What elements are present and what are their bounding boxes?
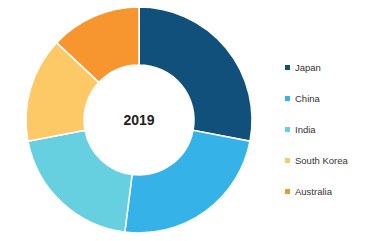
donut-slice bbox=[28, 130, 132, 232]
slices bbox=[26, 7, 252, 233]
chart-svg: 2019 Japan China India South Korea Australia bbox=[0, 0, 390, 241]
legend-swatch bbox=[285, 96, 290, 101]
donut-slice bbox=[139, 7, 252, 141]
legend-swatch bbox=[285, 65, 290, 70]
legend-swatch bbox=[285, 127, 290, 132]
donut-slice bbox=[57, 7, 139, 82]
legend: Japan China India South Korea Australia bbox=[285, 62, 349, 197]
legend-label: South Korea bbox=[295, 155, 349, 166]
legend-label: India bbox=[295, 124, 316, 135]
legend-label: Japan bbox=[295, 62, 321, 73]
legend-swatch bbox=[285, 158, 290, 163]
legend-swatch bbox=[285, 189, 290, 194]
chart-root: 2019 Japan China India South Korea Australia bbox=[0, 0, 390, 241]
legend-label: China bbox=[295, 93, 321, 104]
legend-label: Australia bbox=[295, 186, 333, 197]
center-title: 2019 bbox=[123, 112, 154, 128]
donut-slice bbox=[125, 130, 250, 233]
